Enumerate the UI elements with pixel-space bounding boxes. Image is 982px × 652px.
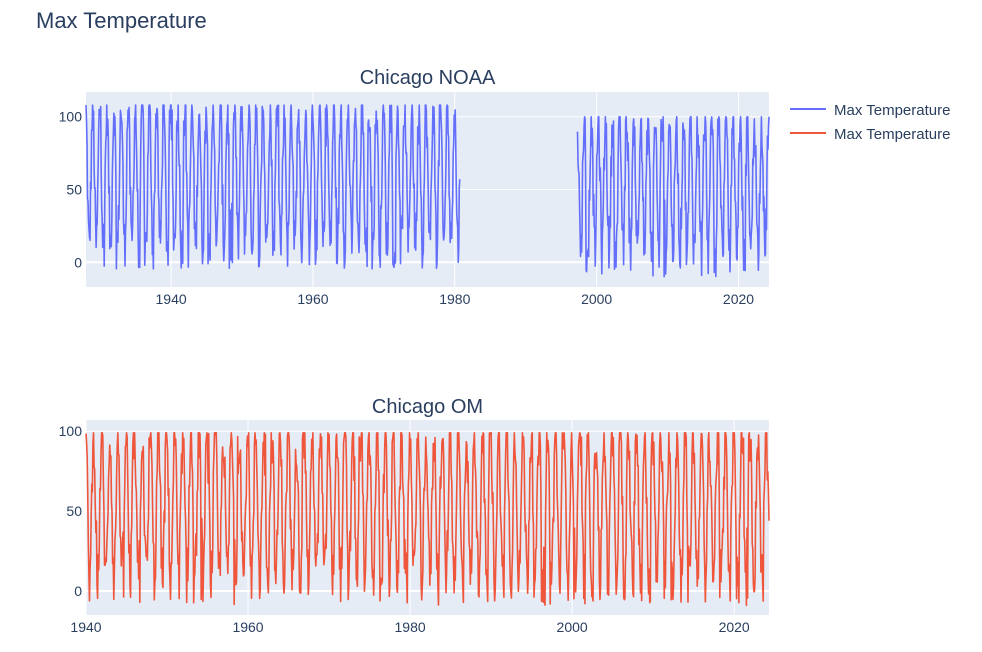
x-tick-label: 2020 — [723, 291, 754, 307]
y-tick-label: 50 — [66, 503, 82, 519]
tick-labels: 1940 1960 1980 2000 2020 0 50 100 — [59, 423, 750, 635]
legend: Max Temperature Max Temperature — [790, 102, 950, 143]
y-tick-label: 0 — [74, 583, 82, 599]
subplot-title: Chicago OM — [372, 396, 483, 418]
y-tick-label: 100 — [59, 423, 83, 439]
chart-panel-chicago-om: 1940 1960 1980 2000 2020 0 50 100 Chicago OM — [59, 396, 770, 635]
chart-panel-chicago-noaa: 1940 1960 1980 2000 2020 0 50 100 Chicago NOAA — [59, 67, 770, 307]
series-group — [85, 104, 770, 278]
x-tick-label: 1960 — [297, 291, 328, 307]
series-group — [85, 431, 770, 607]
series-line — [85, 431, 770, 607]
legend-item-noaa[interactable]: Max Temperature — [790, 102, 950, 119]
legend-item-om[interactable]: Max Temperature — [790, 126, 950, 143]
x-tick-label: 1960 — [232, 619, 263, 635]
x-tick-label: 2000 — [557, 619, 588, 635]
y-tick-label: 50 — [66, 182, 82, 198]
series-line — [576, 115, 770, 278]
x-tick-label: 1940 — [70, 619, 101, 635]
subplot-title: Chicago NOAA — [360, 67, 496, 89]
y-tick-label: 100 — [59, 109, 83, 125]
y-tick-label: 0 — [74, 254, 82, 270]
x-tick-label: 1980 — [439, 291, 470, 307]
legend-label: Max Temperature — [834, 126, 950, 143]
tick-labels: 1940 1960 1980 2000 2020 0 50 100 — [59, 109, 755, 307]
legend-label: Max Temperature — [834, 102, 950, 119]
x-tick-label: 2000 — [581, 291, 612, 307]
figure-title: Max Temperature — [36, 8, 207, 33]
series-line — [85, 104, 461, 270]
x-tick-label: 1940 — [156, 291, 187, 307]
x-tick-label: 2020 — [719, 619, 750, 635]
x-tick-label: 1980 — [395, 619, 426, 635]
